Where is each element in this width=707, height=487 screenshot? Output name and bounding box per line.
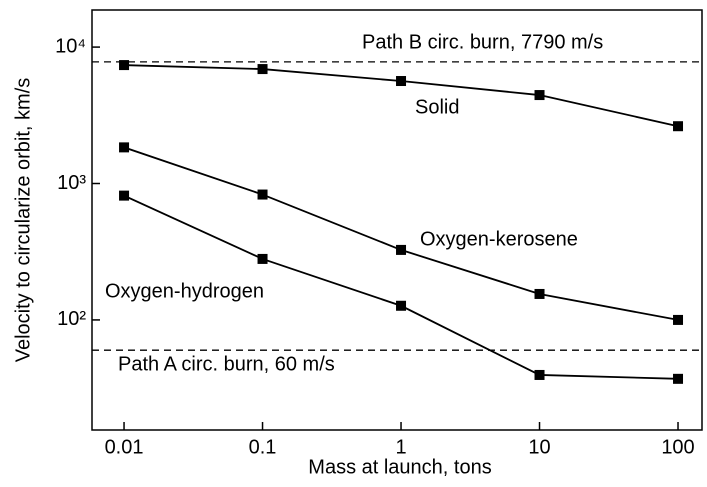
marker xyxy=(673,373,684,384)
series-line xyxy=(124,64,679,128)
marker xyxy=(119,60,130,71)
marker xyxy=(396,244,407,255)
marker xyxy=(534,369,545,380)
reference-label: Path A circ. burn, 60 m/s xyxy=(118,353,335,375)
marker xyxy=(257,64,268,75)
marker xyxy=(534,288,545,299)
x-tick-label: 1 xyxy=(395,436,406,458)
y-axis-label: Velocity to circularize orbit, km/s xyxy=(12,78,34,363)
marker xyxy=(119,190,130,201)
marker xyxy=(673,314,684,325)
marker xyxy=(396,300,407,311)
series-label: Oxygen-hydrogen xyxy=(105,280,264,302)
y-tick-label: 10³ xyxy=(57,172,86,194)
series-label: Solid xyxy=(415,96,459,118)
marker xyxy=(396,76,407,87)
y-tick-label: 10² xyxy=(57,308,86,330)
x-tick-label: 10 xyxy=(528,436,550,458)
marker xyxy=(673,121,684,132)
x-tick-label: 100 xyxy=(661,436,694,458)
marker xyxy=(257,189,268,200)
series-label: Oxygen-kerosene xyxy=(420,228,578,250)
marker xyxy=(257,253,268,264)
reference-label: Path B circ. burn, 7790 m/s xyxy=(362,31,603,53)
x-tick-label: 0.01 xyxy=(105,436,144,458)
y-tick-label: 10⁴ xyxy=(55,35,86,57)
marker xyxy=(119,142,130,153)
x-tick-label: 0.1 xyxy=(249,436,277,458)
x-axis-label: Mass at launch, tons xyxy=(308,456,491,478)
marker xyxy=(534,90,545,101)
plot-frame xyxy=(91,9,703,431)
